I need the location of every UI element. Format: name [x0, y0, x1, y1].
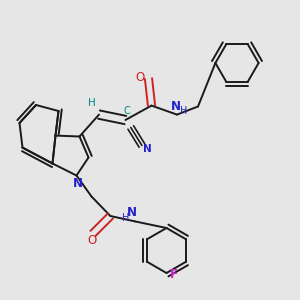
Text: O: O [136, 70, 145, 84]
Text: N: N [170, 100, 181, 113]
Text: N: N [126, 206, 136, 220]
Text: H: H [180, 106, 187, 116]
Text: N: N [143, 144, 152, 154]
Text: F: F [170, 268, 178, 281]
Text: C: C [124, 106, 130, 116]
Text: H: H [88, 98, 95, 108]
Text: N: N [73, 177, 83, 190]
Text: O: O [87, 234, 96, 248]
Text: H: H [122, 213, 130, 223]
